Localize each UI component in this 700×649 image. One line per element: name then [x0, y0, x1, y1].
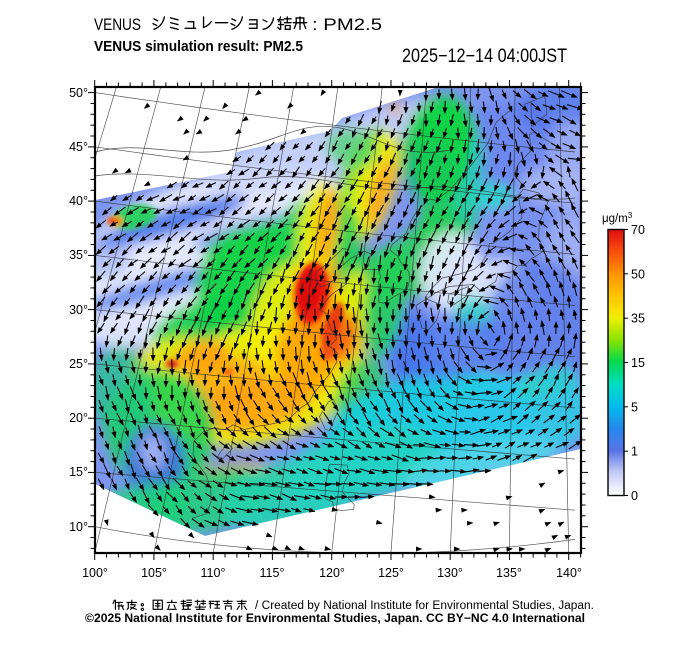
- svg-text:35: 35: [631, 312, 645, 326]
- svg-text:5: 5: [631, 400, 638, 414]
- svg-text:/ Created by National Institut: / Created by National Institute for Envi…: [255, 600, 594, 612]
- svg-text:100°: 100°: [82, 566, 108, 580]
- svg-text:45°: 45°: [69, 140, 88, 154]
- svg-text:30°: 30°: [69, 303, 88, 317]
- svg-text:70: 70: [631, 223, 645, 237]
- svg-text:20°: 20°: [69, 411, 88, 425]
- svg-text:140°: 140°: [556, 566, 582, 580]
- svg-text:130°: 130°: [437, 566, 463, 580]
- svg-text:50°: 50°: [69, 86, 88, 100]
- svg-text:VENUS: VENUS: [94, 16, 141, 34]
- svg-text:35°: 35°: [69, 248, 88, 262]
- svg-text:μg/m3: μg/m3: [602, 211, 633, 225]
- svg-text:2025−12−14 04:00JST: 2025−12−14 04:00JST: [402, 46, 567, 67]
- svg-text:0: 0: [631, 489, 638, 503]
- svg-text:1: 1: [631, 445, 638, 459]
- svg-text:: PM2.5: : PM2.5: [312, 16, 382, 34]
- svg-text:115°: 115°: [260, 566, 285, 580]
- svg-text:15: 15: [631, 356, 645, 370]
- svg-text:40°: 40°: [69, 194, 88, 208]
- svg-text:25°: 25°: [69, 357, 88, 371]
- svg-text:10°: 10°: [69, 520, 88, 534]
- svg-text:135°: 135°: [496, 566, 522, 580]
- svg-text:©2025 National Institute for E: ©2025 National Institute for Environment…: [85, 613, 585, 625]
- svg-text:15°: 15°: [69, 465, 88, 479]
- svg-text:50: 50: [631, 267, 645, 281]
- svg-text:110°: 110°: [201, 566, 226, 580]
- svg-text:120°: 120°: [319, 566, 345, 580]
- svg-text:VENUS simulation result: PM2.5: VENUS simulation result: PM2.5: [94, 39, 303, 55]
- svg-text:105°: 105°: [141, 566, 167, 580]
- svg-text:125°: 125°: [378, 566, 404, 580]
